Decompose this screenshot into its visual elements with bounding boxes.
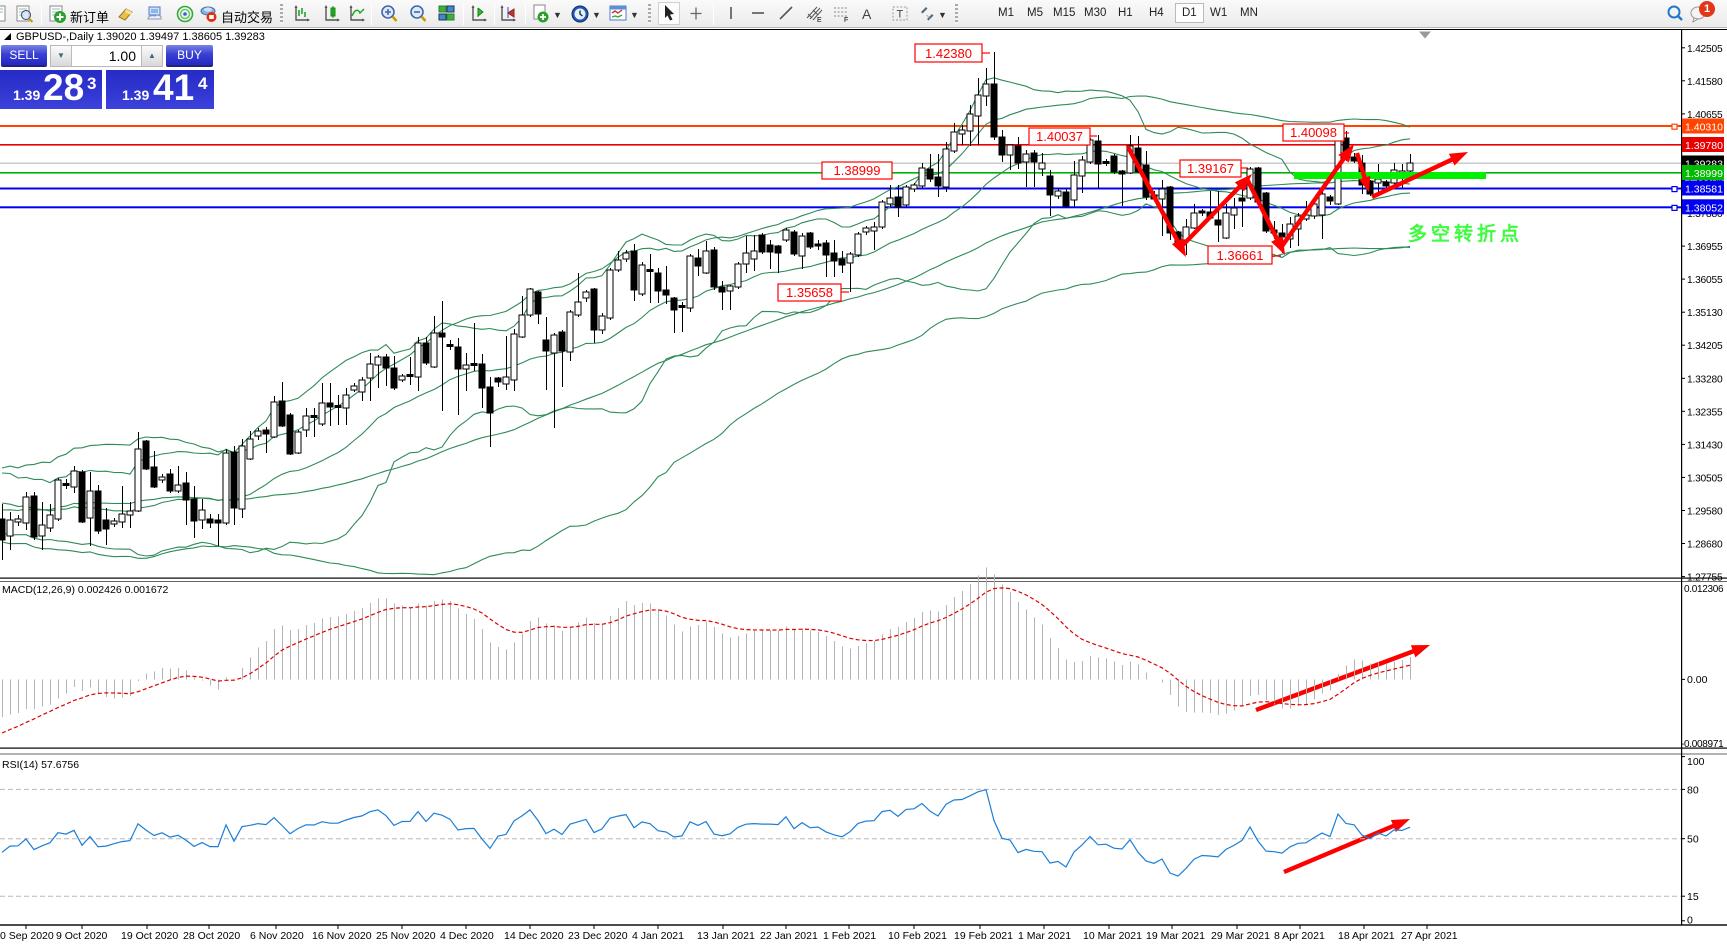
- svg-text:4 Dec 2020: 4 Dec 2020: [440, 930, 494, 942]
- svg-text:1.35658: 1.35658: [786, 285, 833, 300]
- svg-text:-0.008971: -0.008971: [1681, 739, 1724, 750]
- svg-text:1.42380: 1.42380: [925, 46, 972, 61]
- svg-text:1.41580: 1.41580: [1687, 77, 1723, 88]
- svg-text:1.40098: 1.40098: [1290, 125, 1337, 140]
- svg-text:0.00: 0.00: [1687, 674, 1708, 686]
- svg-text:1.36055: 1.36055: [1687, 275, 1723, 286]
- svg-text:6 Nov 2020: 6 Nov 2020: [250, 930, 304, 942]
- svg-text:14 Dec 2020: 14 Dec 2020: [504, 930, 564, 942]
- svg-text:1.32355: 1.32355: [1687, 407, 1723, 418]
- svg-text:1.40310: 1.40310: [1685, 122, 1723, 134]
- svg-text:1.36661: 1.36661: [1217, 248, 1264, 263]
- svg-text:28 Oct 2020: 28 Oct 2020: [183, 930, 240, 942]
- svg-text:F: F: [844, 17, 848, 24]
- svg-text:0 Sep 2020: 0 Sep 2020: [0, 930, 54, 942]
- svg-text:1.35130: 1.35130: [1687, 308, 1723, 319]
- svg-text:27 Apr 2021: 27 Apr 2021: [1401, 930, 1458, 942]
- svg-text:4 Jan 2021: 4 Jan 2021: [632, 930, 684, 942]
- svg-text:10 Mar 2021: 10 Mar 2021: [1083, 930, 1142, 942]
- svg-text:MACD(12,26,9) 0.002426 0.00167: MACD(12,26,9) 0.002426 0.001672: [2, 584, 169, 596]
- svg-text:1.28680: 1.28680: [1687, 540, 1723, 551]
- svg-text:18 Apr 2021: 18 Apr 2021: [1338, 930, 1395, 942]
- svg-text:1.38999: 1.38999: [834, 163, 881, 178]
- svg-text:1.42505: 1.42505: [1687, 44, 1723, 55]
- svg-text:E: E: [817, 17, 822, 24]
- svg-text:0.012306: 0.012306: [1684, 584, 1724, 595]
- svg-text:1.39780: 1.39780: [1685, 140, 1723, 152]
- svg-text:1.31430: 1.31430: [1687, 440, 1723, 451]
- svg-text:10 Feb 2021: 10 Feb 2021: [888, 930, 947, 942]
- svg-text:9 Oct 2020: 9 Oct 2020: [56, 930, 108, 942]
- svg-text:13 Jan 2021: 13 Jan 2021: [697, 930, 755, 942]
- svg-text:1.29580: 1.29580: [1687, 507, 1723, 518]
- svg-text:1.38581: 1.38581: [1685, 184, 1723, 196]
- svg-text:1 Feb 2021: 1 Feb 2021: [823, 930, 876, 942]
- svg-text:1 Mar 2021: 1 Mar 2021: [1018, 930, 1071, 942]
- svg-text:1.38999: 1.38999: [1685, 168, 1723, 180]
- svg-text:1.27755: 1.27755: [1687, 573, 1723, 584]
- svg-text:19 Oct 2020: 19 Oct 2020: [121, 930, 178, 942]
- svg-text:多空转折点: 多空转折点: [1408, 222, 1523, 245]
- svg-text:19 Feb 2021: 19 Feb 2021: [954, 930, 1013, 942]
- svg-text:23 Dec 2020: 23 Dec 2020: [568, 930, 628, 942]
- svg-text:29 Mar 2021: 29 Mar 2021: [1211, 930, 1270, 942]
- svg-text:1.30505: 1.30505: [1687, 473, 1723, 484]
- svg-text:0: 0: [1687, 915, 1693, 927]
- svg-text:1.38052: 1.38052: [1685, 202, 1723, 214]
- svg-text:16 Nov 2020: 16 Nov 2020: [312, 930, 372, 942]
- svg-text:1.34205: 1.34205: [1687, 341, 1723, 352]
- svg-text:1.40037: 1.40037: [1036, 129, 1083, 144]
- svg-text:1.33280: 1.33280: [1687, 374, 1723, 385]
- svg-text:8 Apr 2021: 8 Apr 2021: [1274, 930, 1325, 942]
- svg-text:15: 15: [1687, 891, 1699, 903]
- svg-text:RSI(14) 57.6756: RSI(14) 57.6756: [2, 759, 79, 771]
- svg-text:1.37880: 1.37880: [1687, 209, 1723, 220]
- svg-text:1.40655: 1.40655: [1687, 110, 1723, 121]
- svg-text:80: 80: [1687, 784, 1699, 796]
- svg-text:22 Jan 2021: 22 Jan 2021: [760, 930, 818, 942]
- svg-text:GBPUSD-,Daily 1.39020 1.39497: GBPUSD-,Daily 1.39020 1.39497 1.38605 1.…: [16, 31, 265, 43]
- svg-text:100: 100: [1687, 756, 1705, 768]
- svg-text:1.39167: 1.39167: [1187, 161, 1234, 176]
- svg-text:50: 50: [1687, 834, 1699, 846]
- svg-text:T: T: [897, 9, 904, 21]
- svg-text:19 Mar 2021: 19 Mar 2021: [1146, 930, 1205, 942]
- svg-text:25 Nov 2020: 25 Nov 2020: [376, 930, 436, 942]
- svg-text:1.36955: 1.36955: [1687, 242, 1723, 253]
